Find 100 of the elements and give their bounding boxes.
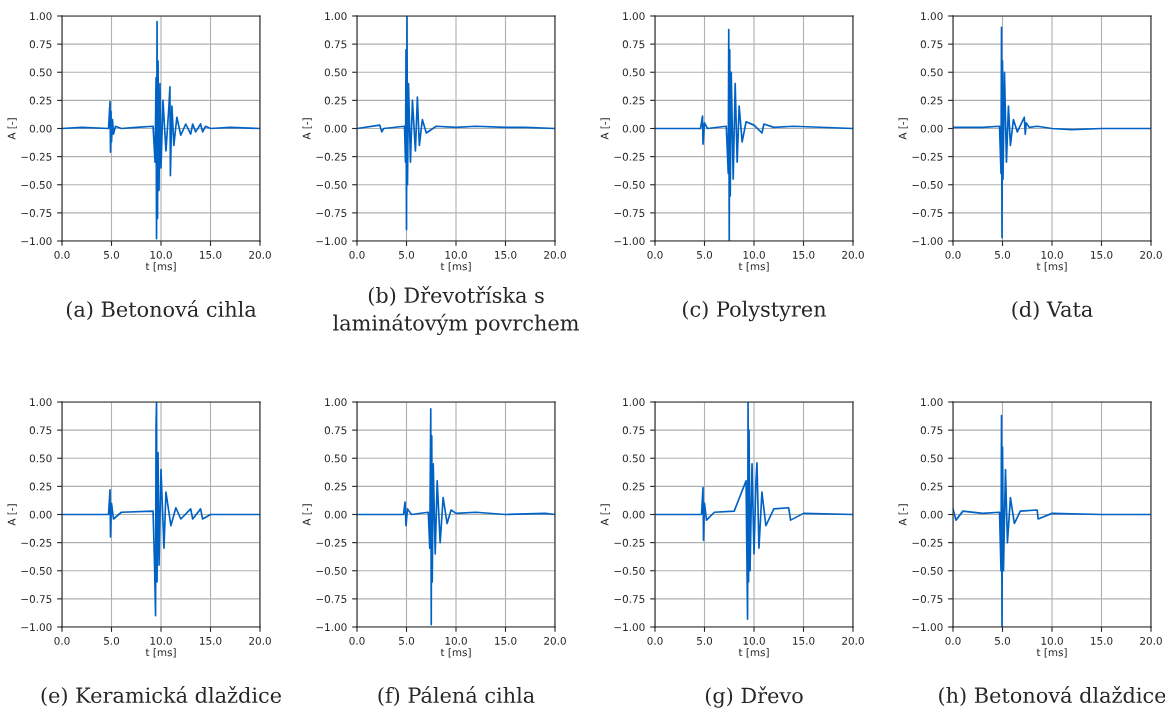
y-tick-label: 0.25 [29, 96, 52, 105]
y-tick-label: −1.00 [614, 237, 645, 246]
y-tick-label: −1.00 [316, 237, 347, 246]
y-tick-label: −0.25 [614, 538, 645, 547]
y-tick-label: −0.75 [21, 595, 52, 603]
y-tick-label: −1.00 [21, 623, 52, 632]
x-tick-label: 0.0 [54, 636, 70, 645]
y-tick-label: 0.50 [29, 454, 52, 463]
y-tick-label: −0.50 [614, 566, 645, 575]
y-tick-label: 0.25 [920, 482, 943, 491]
y-tick-label: −0.75 [614, 209, 645, 217]
y-tick-label: 1.00 [30, 12, 52, 21]
text: (a) Betonová cihla [66, 300, 257, 320]
y-tick-label: 0.25 [29, 482, 52, 491]
y-tick-label: 0.50 [622, 68, 645, 77]
x-tick-label: 20.0 [842, 636, 864, 645]
y-tick-label: −0.50 [316, 180, 347, 189]
y-tick-label: 0.25 [622, 96, 645, 105]
x-tick-label: 5.0 [995, 636, 1011, 645]
y-tick-label: −0.25 [912, 152, 943, 161]
y-tick-label: 0.25 [324, 96, 347, 105]
y-tick-label: 0.75 [29, 40, 52, 49]
y-tick-label: −1.00 [912, 237, 943, 246]
y-tick-label: 1.00 [623, 398, 645, 407]
y-tick-label: −0.75 [912, 595, 943, 603]
x-tick-label: 15.0 [1091, 250, 1113, 259]
y-tick-label: −1.00 [316, 623, 347, 632]
y-tick-label: 1.00 [325, 12, 347, 21]
y-tick-label: 1.00 [623, 12, 645, 21]
y-tick-label: 0.75 [920, 426, 943, 435]
x-tick-label: 0.0 [647, 636, 663, 645]
text: (h) Betonová dlaždice [939, 686, 1165, 706]
x-tick-label: 10.0 [150, 250, 172, 259]
x-tick-label: 20.0 [544, 636, 566, 645]
y-tick-label: 0.50 [29, 68, 52, 77]
x-tick-label: 5.0 [399, 636, 415, 645]
y-tick-label: 0.50 [324, 454, 347, 463]
y-axis-title: A [-] [600, 504, 610, 526]
y-tick-label: 0.00 [622, 510, 645, 519]
y-axis-title: A [-] [898, 118, 908, 140]
y-tick-label: 0.75 [920, 40, 943, 49]
x-axis-title: t [ms] [145, 262, 176, 272]
x-tick-label: 15.0 [200, 250, 222, 259]
x-tick-label: 5.0 [697, 636, 713, 645]
x-axis-title: t [ms] [440, 648, 471, 658]
y-tick-label: −0.25 [21, 538, 52, 547]
x-tick-label: 10.0 [445, 636, 467, 645]
x-axis-title: t [ms] [738, 648, 769, 658]
y-tick-label: 0.25 [324, 482, 347, 491]
x-axis-title: t [ms] [145, 648, 176, 658]
y-axis-title: A [-] [302, 504, 312, 526]
y-tick-label: −0.75 [912, 209, 943, 217]
y-axis-title: A [-] [600, 118, 610, 140]
x-tick-label: 15.0 [495, 636, 517, 645]
x-tick-label: 15.0 [793, 250, 815, 259]
y-tick-label: 0.50 [920, 68, 943, 77]
y-axis-title: A [-] [7, 504, 17, 526]
y-tick-label: 0.00 [324, 124, 347, 133]
x-tick-label: 20.0 [249, 636, 271, 645]
y-tick-label: 0.25 [920, 96, 943, 105]
text: (e) Keramická dlaždice [41, 686, 281, 706]
text: (d) Vata [1012, 300, 1093, 320]
x-tick-label: 5.0 [697, 250, 713, 259]
x-tick-label: 20.0 [842, 250, 864, 259]
y-tick-label: −0.25 [316, 538, 347, 547]
text: (b) Dřevotříska s laminátovým povrchem [333, 286, 579, 336]
y-tick-label: 0.75 [622, 40, 645, 49]
y-tick-label: 0.75 [324, 40, 347, 49]
x-tick-label: 0.0 [647, 250, 663, 259]
x-tick-label: 15.0 [1091, 636, 1113, 645]
x-axis-title: t [ms] [1036, 262, 1067, 272]
x-tick-label: 10.0 [1041, 636, 1063, 645]
y-tick-label: −0.25 [614, 152, 645, 161]
y-tick-label: 0.00 [920, 124, 943, 133]
y-axis-title: A [-] [7, 118, 17, 140]
x-tick-label: 20.0 [1140, 250, 1162, 259]
y-axis-title: A [-] [302, 118, 312, 140]
y-tick-label: −0.50 [21, 566, 52, 575]
x-tick-label: 0.0 [349, 250, 365, 259]
text: (c) Polystyren [683, 300, 827, 322]
y-tick-label: 1.00 [921, 398, 943, 407]
x-tick-label: 20.0 [1140, 636, 1162, 645]
x-tick-label: 20.0 [249, 250, 271, 259]
x-tick-label: 5.0 [995, 250, 1011, 259]
y-axis-title: A [-] [898, 504, 908, 526]
x-tick-label: 15.0 [793, 636, 815, 645]
x-tick-label: 5.0 [399, 250, 415, 259]
x-tick-label: 10.0 [1041, 250, 1063, 259]
y-tick-label: −0.50 [912, 566, 943, 575]
x-tick-label: 10.0 [743, 636, 765, 645]
y-tick-label: 0.25 [622, 482, 645, 491]
y-tick-label: 1.00 [921, 12, 943, 21]
x-tick-label: 15.0 [200, 636, 222, 645]
y-tick-label: 0.50 [622, 454, 645, 463]
y-tick-label: −0.75 [316, 209, 347, 217]
y-tick-label: −0.25 [912, 538, 943, 547]
x-tick-label: 0.0 [349, 636, 365, 645]
x-tick-label: 15.0 [495, 250, 517, 259]
x-tick-label: 0.0 [945, 636, 961, 645]
y-tick-label: 0.75 [324, 426, 347, 435]
